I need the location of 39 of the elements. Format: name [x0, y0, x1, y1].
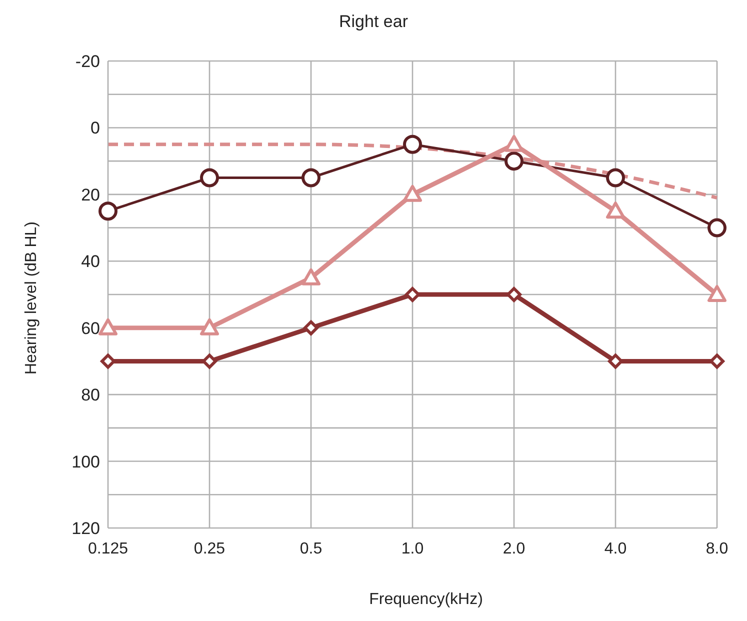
point — [606, 202, 625, 219]
y-tick-label: -20 — [75, 52, 100, 72]
x-tick-label: 1.0 — [401, 540, 424, 558]
y-tick-label: 20 — [81, 185, 100, 204]
chart-title: Right ear — [338, 12, 409, 32]
point — [98, 318, 118, 336]
y-axis-title: Hearing level (dB HL) — [23, 222, 41, 374]
point — [708, 218, 726, 238]
point — [504, 152, 524, 171]
x-tick-label: 0.5 — [300, 540, 322, 558]
point — [710, 354, 724, 369]
point — [98, 202, 118, 221]
point — [200, 318, 219, 336]
y-tick-label: 40 — [81, 252, 100, 272]
point — [405, 287, 420, 302]
y-tick-label: 80 — [81, 386, 100, 405]
point — [708, 285, 726, 302]
point — [302, 268, 320, 286]
y-tick-label: 120 — [72, 519, 100, 538]
point — [302, 168, 320, 188]
y-tick-label: 100 — [72, 452, 100, 472]
point — [202, 354, 217, 369]
x-tick-label: 0.125 — [88, 540, 128, 558]
y-tick-label: 0 — [90, 118, 100, 138]
x-tick-label: 4.0 — [604, 540, 627, 558]
point — [506, 287, 522, 302]
point — [403, 184, 422, 202]
point — [608, 354, 623, 369]
x-tick-label: 0.25 — [194, 540, 226, 558]
x-tick-label: 8.0 — [706, 540, 728, 558]
point — [504, 134, 524, 152]
point — [304, 320, 318, 336]
point — [403, 134, 422, 154]
point — [100, 354, 116, 369]
x-axis-title: Frequency(kHz) — [368, 591, 484, 609]
point — [606, 168, 625, 188]
y-tick-label: 60 — [81, 318, 100, 338]
point — [200, 168, 219, 188]
x-tick-label: 2.0 — [502, 540, 526, 558]
